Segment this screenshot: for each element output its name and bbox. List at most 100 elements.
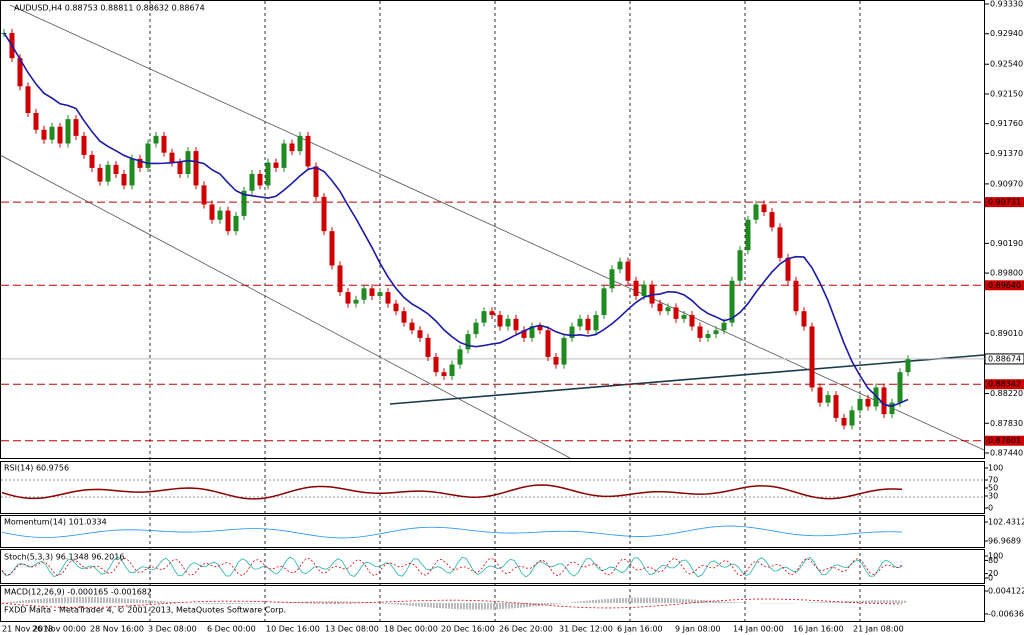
candle-body — [905, 359, 911, 373]
candle-body — [545, 330, 551, 357]
candle-body — [233, 215, 239, 232]
price-label: 0.87830 — [990, 419, 1023, 428]
price-label: 0.91760 — [990, 119, 1023, 128]
rsi-tick: 100 — [988, 464, 1003, 473]
candle-body — [521, 330, 527, 338]
candle-body — [705, 334, 711, 338]
price-label: 0.90190 — [990, 239, 1023, 248]
candle-body — [761, 204, 767, 213]
price-label: 0.90970 — [990, 179, 1023, 188]
candle-body — [665, 307, 671, 312]
candle-body — [33, 113, 39, 130]
candle-body — [889, 402, 895, 415]
candle-body — [641, 284, 647, 296]
level-label: 0.89640 — [988, 281, 1021, 290]
candle-body — [337, 265, 343, 293]
candle-body — [833, 395, 839, 418]
candle-body — [529, 326, 535, 338]
x-label: 26 Dec 20:00 — [499, 625, 553, 634]
macd-tick: 0.004122 — [988, 587, 1024, 596]
candle-body — [593, 315, 599, 331]
candle-body — [801, 311, 807, 327]
support-line — [389, 354, 985, 405]
candle-body — [137, 158, 143, 168]
candle-body — [409, 322, 415, 331]
price-label: 0.88220 — [990, 389, 1023, 398]
price-label: 0.89800 — [990, 269, 1023, 278]
candle-body — [465, 334, 471, 350]
candle-body — [681, 315, 687, 319]
rsi-tick: 30 — [988, 492, 998, 501]
candle-body — [113, 164, 119, 174]
stoch-tick: 80 — [988, 556, 998, 565]
stoch-label: Stoch(5,3,3) 96.1348 96.2016 — [4, 553, 124, 562]
rsi-line — [1, 484, 903, 500]
rsi-tick: 70 — [988, 476, 998, 485]
candle-body — [385, 292, 391, 304]
candle-body — [329, 231, 335, 266]
main-panel — [0, 0, 985, 459]
candle-body — [793, 280, 799, 312]
candle-body — [625, 261, 631, 281]
candle-body — [73, 119, 79, 136]
x-label: 6 Jan 16:00 — [617, 625, 663, 634]
symbol-header: AUDUSD,H4 0.88753 0.88811 0.88632 0.8867… — [14, 4, 205, 13]
x-label: 21 Nov 2013 — [2, 625, 53, 634]
candle-body — [697, 326, 703, 338]
candle-body — [769, 212, 775, 228]
candle-body — [41, 129, 47, 140]
x-label: 18 Dec 00:00 — [384, 625, 438, 634]
price-label: 0.92150 — [990, 89, 1023, 98]
candle-body — [417, 330, 423, 338]
candle-body — [241, 190, 247, 216]
level-badge — [985, 435, 1024, 446]
macd-label: MACD(12,26,9) -0.000165 -0.001682 — [4, 588, 152, 597]
candle-body — [145, 143, 151, 168]
momentum-line — [1, 525, 903, 539]
level-label: 0.87601 — [988, 436, 1021, 445]
footer: FXDD Malta - MetaTrader 4, © 2001-2013, … — [4, 606, 286, 615]
candle-body — [449, 364, 455, 377]
candle-body — [553, 356, 559, 365]
candle-body — [729, 280, 735, 323]
x-label: 28 Nov 16:00 — [90, 625, 144, 634]
candle-body — [353, 299, 359, 304]
candle-body — [289, 143, 295, 152]
candle-body — [225, 210, 231, 232]
candle-body — [161, 135, 167, 153]
candle-body — [345, 292, 351, 304]
candle-body — [185, 151, 191, 174]
stoch-tick: 0 — [988, 574, 993, 583]
candle-body — [57, 126, 63, 144]
price-label: 0.92940 — [990, 29, 1023, 38]
candle-body — [441, 372, 447, 377]
x-label: 31 Dec 12:00 — [559, 625, 613, 634]
candle-body — [377, 292, 383, 296]
candle-body — [281, 143, 287, 168]
macd-panel — [0, 585, 985, 622]
candle-body — [401, 311, 407, 323]
level-badge — [985, 197, 1024, 208]
stoch-tick: 100 — [988, 552, 1003, 561]
candle-body — [217, 210, 223, 220]
candle-body — [777, 227, 783, 258]
x-label: 26 Nov 00:00 — [32, 625, 86, 634]
candle-body — [153, 135, 159, 144]
candle-body — [577, 318, 583, 327]
candle-body — [297, 135, 303, 152]
candle-body — [89, 154, 95, 168]
candle-body — [713, 330, 719, 335]
price-label: 0.93330 — [990, 0, 1023, 9]
candle-body — [609, 269, 615, 289]
candle-body — [505, 318, 511, 327]
candle-body — [857, 398, 863, 411]
current-label: 0.88674 — [988, 354, 1021, 363]
x-label: 9 Jan 08:00 — [675, 625, 721, 634]
candle-body — [673, 307, 679, 319]
candle-body — [537, 326, 543, 331]
candle-body — [473, 322, 479, 335]
x-label: 3 Dec 08:00 — [148, 625, 197, 634]
price-label: 0.91370 — [990, 149, 1023, 158]
candle-body — [393, 303, 399, 312]
